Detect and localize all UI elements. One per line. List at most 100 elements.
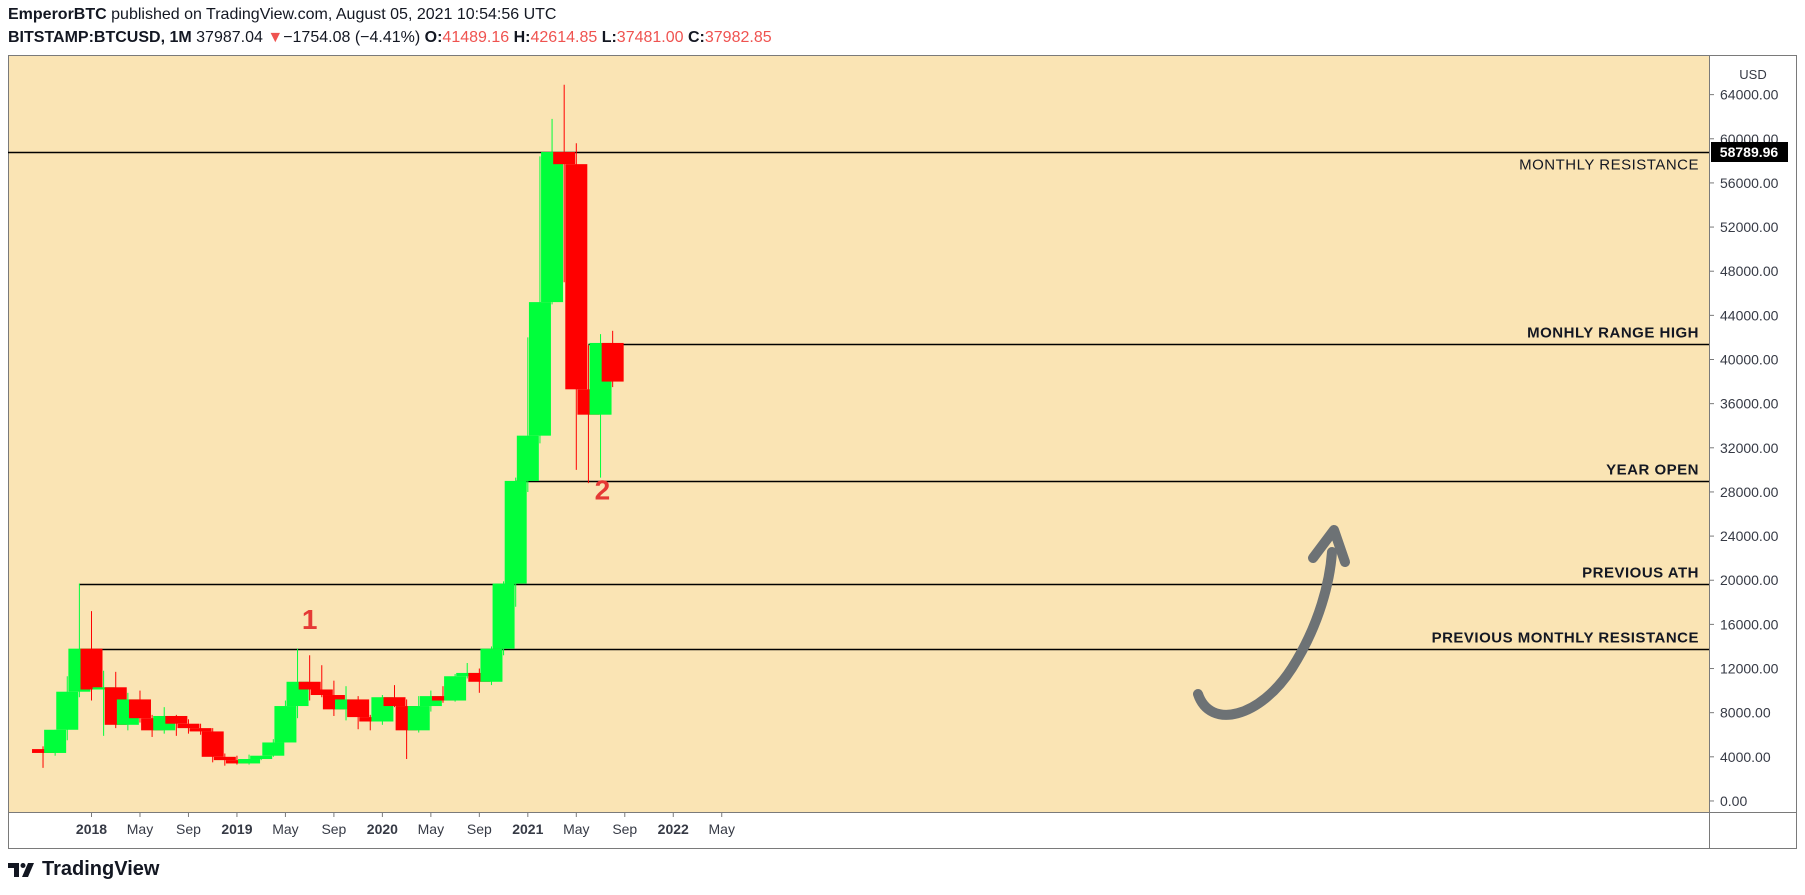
candle[interactable] (32, 746, 55, 768)
x-tick-label: 2020 (367, 821, 398, 837)
candle-body (492, 583, 515, 649)
candle[interactable] (359, 714, 382, 731)
level-label: PREVIOUS MONTHLY RESISTANCE (1432, 630, 1699, 647)
candle-body (92, 687, 115, 690)
candle-body (431, 696, 454, 701)
candle-body (444, 676, 467, 701)
candle[interactable] (335, 686, 358, 721)
candle[interactable] (492, 581, 515, 656)
candle-body (238, 759, 261, 764)
close-value: 37982.85 (704, 29, 772, 46)
chart-background[interactable] (8, 56, 1709, 812)
candle[interactable] (347, 696, 370, 730)
candle[interactable] (262, 739, 285, 757)
x-tick-label: Sep (176, 821, 201, 837)
candle-body (347, 699, 370, 718)
y-tick-label: 40000.00 (1720, 352, 1779, 368)
x-tick-label: 2019 (221, 821, 252, 837)
candle[interactable] (177, 719, 200, 734)
candle[interactable] (541, 118, 564, 305)
y-tick-label: 64000.00 (1720, 87, 1779, 103)
y-tick-label: 12000.00 (1720, 661, 1779, 677)
candle-body (274, 706, 297, 743)
level-label: YEAR OPEN (1606, 462, 1699, 479)
candle[interactable] (44, 729, 67, 756)
candle-body (298, 681, 321, 690)
x-tick-label: 2021 (512, 821, 543, 837)
last-price-label: 58789.96 (1720, 144, 1779, 160)
candle[interactable] (528, 156, 551, 444)
y-tick-label: 32000.00 (1720, 440, 1779, 456)
candle[interactable] (516, 337, 539, 492)
candle[interactable] (444, 674, 467, 702)
y-tick-label: 4000.00 (1720, 749, 1771, 765)
candle[interactable] (310, 665, 333, 698)
candle-body (32, 749, 55, 753)
candle[interactable] (165, 714, 188, 736)
candle-body (128, 699, 151, 719)
candle[interactable] (213, 753, 236, 766)
candle-body (310, 689, 333, 696)
curved-arrow-icon[interactable] (1193, 525, 1350, 720)
candle-body (250, 755, 273, 760)
tradingview-logo-icon (8, 862, 34, 877)
candle[interactable] (238, 754, 261, 765)
arrow-shaft (1193, 547, 1337, 720)
y-tick-label: 8000.00 (1720, 705, 1771, 721)
down-triangle-icon: ▼ (267, 29, 284, 46)
close-label: C: (687, 29, 705, 46)
candle[interactable] (250, 755, 273, 761)
candle-body (44, 729, 67, 753)
price-change: −1754.08 (−4.41%) (283, 29, 421, 46)
candle-body (335, 699, 358, 710)
candle[interactable] (468, 668, 491, 693)
last-price: 37987.04 (196, 29, 263, 46)
candle[interactable] (201, 728, 224, 763)
candle[interactable] (189, 723, 212, 735)
candle[interactable] (56, 676, 79, 741)
author-name[interactable]: EmperorBTC (8, 6, 107, 23)
candle-body (56, 691, 79, 730)
x-tick-label: May (563, 821, 589, 837)
high-label: H: (513, 29, 531, 46)
candle[interactable] (225, 755, 248, 765)
candle-body (189, 728, 212, 732)
candle-body (456, 672, 479, 677)
candle-body (553, 152, 576, 165)
candle[interactable] (274, 700, 297, 743)
candle-body (480, 648, 503, 682)
candle[interactable] (80, 611, 103, 701)
candle[interactable] (480, 646, 503, 686)
y-tick-label: 36000.00 (1720, 396, 1779, 412)
currency-label[interactable]: USD (1739, 67, 1766, 82)
level-label: MONHLY RANGE HIGH (1527, 325, 1699, 342)
candle[interactable] (504, 477, 527, 607)
y-tick-label: 20000.00 (1720, 572, 1779, 588)
publish-info: EmperorBTC published on TradingView.com,… (8, 6, 556, 24)
candle-body (213, 756, 236, 761)
candle[interactable] (298, 655, 321, 701)
y-tick-label: 48000.00 (1720, 263, 1779, 279)
candle-body (225, 760, 248, 764)
y-tick-label: 28000.00 (1720, 484, 1779, 500)
candle[interactable] (407, 696, 430, 733)
y-tick-label: 52000.00 (1720, 219, 1779, 235)
candle-body (565, 164, 588, 390)
candle[interactable] (456, 663, 479, 679)
candle[interactable] (431, 686, 454, 703)
candle-body (601, 342, 624, 382)
x-tick-label: May (418, 821, 444, 837)
candle[interactable] (565, 143, 588, 470)
last-price-tag (1711, 142, 1788, 162)
candle[interactable] (419, 690, 442, 712)
candle[interactable] (383, 685, 406, 708)
x-tick-label: Sep (467, 821, 492, 837)
chart-frame (8, 55, 1797, 849)
candle[interactable] (553, 84, 576, 283)
y-tick-label: 24000.00 (1720, 528, 1779, 544)
candle[interactable] (601, 330, 624, 388)
tradingview-logo[interactable]: TradingView (8, 858, 159, 881)
candle[interactable] (128, 690, 151, 723)
candle[interactable] (92, 670, 115, 736)
